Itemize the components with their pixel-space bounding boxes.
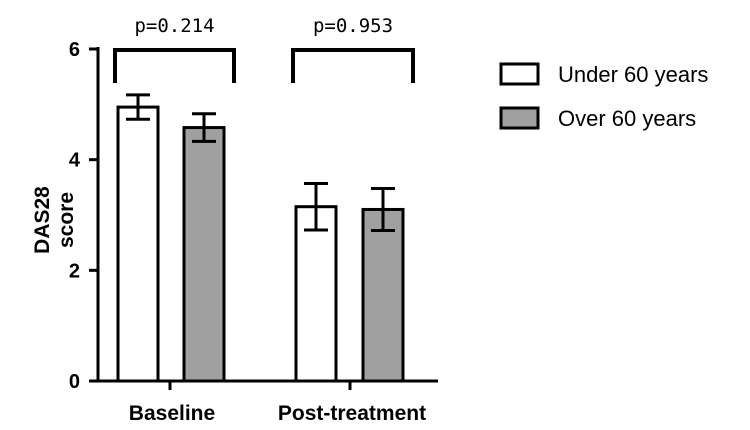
axes [96, 47, 438, 383]
bar-1-0 [182, 126, 226, 383]
legend-label-0: Under 60 years [558, 62, 708, 87]
x-axis-labels: Baseline Post-treatment [129, 381, 426, 425]
y-axis-title-line-2: score [55, 192, 78, 248]
x-tick-label-0: Baseline [129, 402, 215, 425]
bars [116, 93, 405, 383]
x-tick-label-1: Post-treatment [278, 402, 426, 425]
bar-1-1 [361, 207, 405, 383]
y-tick-label-2: 4 [69, 150, 81, 172]
legend-swatch-1 [499, 106, 540, 130]
y-tick-label-0: 0 [69, 371, 80, 393]
legend: Under 60 years Over 60 years [499, 62, 708, 131]
significance-annotations: p=0.214 p=0.953 [113, 15, 415, 83]
p-value-label-1: p=0.953 [313, 15, 393, 37]
legend-swatch-0 [499, 62, 540, 86]
error-bar-1-1 [371, 186, 395, 232]
significance-bracket-1 [291, 48, 415, 83]
y-tick-label-3: 6 [69, 39, 80, 61]
error-bar-0-0 [126, 93, 150, 121]
error-bar-1-0 [192, 112, 216, 143]
y-axis-title: DAS28 score [31, 186, 78, 254]
y-tick-label-1: 2 [69, 260, 80, 282]
legend-label-1: Over 60 years [558, 106, 696, 131]
bar-0-1 [294, 205, 338, 383]
error-bar-0-1 [304, 181, 328, 232]
bar-0-0 [116, 105, 160, 383]
significance-bracket-0 [113, 48, 236, 83]
p-value-label-0: p=0.214 [134, 15, 214, 37]
y-axis-title-line-1: DAS28 [31, 186, 54, 254]
